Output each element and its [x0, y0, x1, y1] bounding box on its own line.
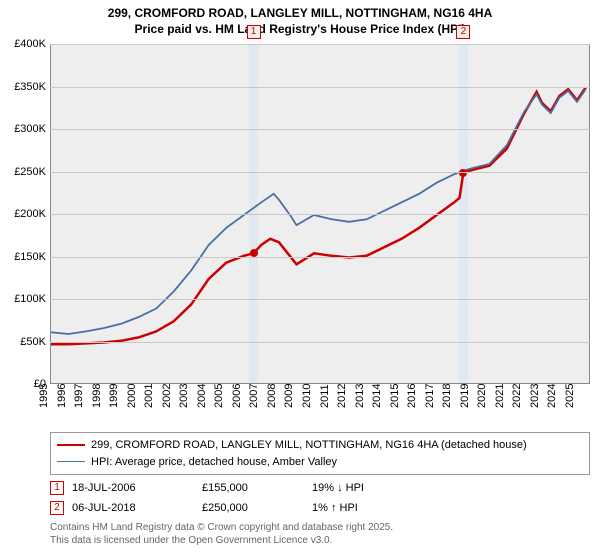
legend-swatch	[57, 461, 85, 462]
y-gridline	[50, 214, 590, 215]
legend-row-price-paid: 299, CROMFORD ROAD, LANGLEY MILL, NOTTIN…	[57, 437, 583, 454]
y-tick-label: £150K	[0, 251, 50, 263]
attribution-footer: Contains HM Land Registry data © Crown c…	[50, 522, 590, 547]
x-tick-label: 2012	[336, 378, 348, 408]
x-tick-label: 2013	[354, 378, 366, 408]
x-tick-label: 2020	[476, 378, 488, 408]
sale-marker: 2	[456, 25, 470, 39]
x-tick-label: 2006	[231, 378, 243, 408]
sale-index-icon: 1	[50, 481, 64, 495]
y-tick-label: £350K	[0, 81, 50, 93]
y-gridline	[50, 172, 590, 173]
y-gridline	[50, 129, 590, 130]
y-gridline	[50, 257, 590, 258]
legend-label: 299, CROMFORD ROAD, LANGLEY MILL, NOTTIN…	[91, 437, 527, 454]
legend-swatch	[57, 444, 85, 446]
y-gridline	[50, 44, 590, 45]
x-tick-label: 2011	[319, 378, 331, 408]
sale-price: £155,000	[202, 482, 312, 494]
series-hpi	[51, 89, 586, 334]
y-tick-label: £50K	[0, 336, 50, 348]
x-tick-label: 1995	[38, 378, 50, 408]
y-tick-label: £250K	[0, 166, 50, 178]
chart-title: 299, CROMFORD ROAD, LANGLEY MILL, NOTTIN…	[0, 0, 600, 37]
x-tick-label: 2000	[126, 378, 138, 408]
x-tick-label: 2003	[178, 378, 190, 408]
y-gridline	[50, 299, 590, 300]
x-tick-label: 2007	[248, 378, 260, 408]
x-tick-label: 2005	[213, 378, 225, 408]
x-tick-label: 2022	[511, 378, 523, 408]
y-gridline	[50, 342, 590, 343]
x-tick-label: 2014	[371, 378, 383, 408]
sales-row: 2 06-JUL-2018£250,0001% ↑ HPI	[50, 498, 590, 518]
x-tick-label: 2015	[389, 378, 401, 408]
legend-row-hpi: HPI: Average price, detached house, Ambe…	[57, 454, 583, 471]
footer-line-2: This data is licensed under the Open Gov…	[50, 535, 590, 548]
y-tick-label: £200K	[0, 208, 50, 220]
legend: 299, CROMFORD ROAD, LANGLEY MILL, NOTTIN…	[50, 432, 590, 475]
title-line-1: 299, CROMFORD ROAD, LANGLEY MILL, NOTTIN…	[0, 6, 600, 22]
sales-table: 1 18-JUL-2006£155,00019% ↓ HPI 2 06-JUL-201…	[50, 478, 590, 518]
x-tick-label: 2002	[161, 378, 173, 408]
x-tick-label: 2025	[564, 378, 576, 408]
x-tick-label: 2009	[283, 378, 295, 408]
x-tick-label: 2024	[546, 378, 558, 408]
x-tick-label: 2016	[406, 378, 418, 408]
sales-row: 1 18-JUL-2006£155,00019% ↓ HPI	[50, 478, 590, 498]
legend-label: HPI: Average price, detached house, Ambe…	[91, 454, 337, 471]
x-tick-label: 1996	[56, 378, 68, 408]
sale-delta: 1% ↑ HPI	[312, 502, 432, 514]
sale-delta: 19% ↓ HPI	[312, 482, 432, 494]
y-tick-label: £300K	[0, 123, 50, 135]
sale-index-icon: 2	[50, 501, 64, 515]
x-tick-label: 2004	[196, 378, 208, 408]
x-tick-label: 2021	[494, 378, 506, 408]
sale-marker: 1	[247, 25, 261, 39]
x-tick-label: 2018	[441, 378, 453, 408]
x-tick-label: 2001	[143, 378, 155, 408]
x-tick-label: 2019	[459, 378, 471, 408]
footer-line-1: Contains HM Land Registry data © Crown c…	[50, 522, 590, 535]
title-line-2: Price paid vs. HM Land Registry's House …	[0, 22, 600, 38]
sale-date: 18-JUL-2006	[72, 482, 202, 494]
y-tick-label: £400K	[0, 38, 50, 50]
y-gridline	[50, 87, 590, 88]
x-tick-label: 2017	[424, 378, 436, 408]
x-tick-label: 1997	[73, 378, 85, 408]
sale-date: 06-JUL-2018	[72, 502, 202, 514]
x-tick-label: 1999	[108, 378, 120, 408]
x-tick-label: 2010	[301, 378, 313, 408]
sale-point	[459, 169, 467, 177]
x-tick-label: 2023	[529, 378, 541, 408]
y-tick-label: £100K	[0, 293, 50, 305]
x-tick-label: 2008	[266, 378, 278, 408]
x-tick-label: 1998	[91, 378, 103, 408]
line-series	[51, 45, 591, 385]
chart-area: 12 £0£50K£100K£150K£200K£250K£300K£350K£…	[0, 44, 600, 424]
sale-price: £250,000	[202, 502, 312, 514]
